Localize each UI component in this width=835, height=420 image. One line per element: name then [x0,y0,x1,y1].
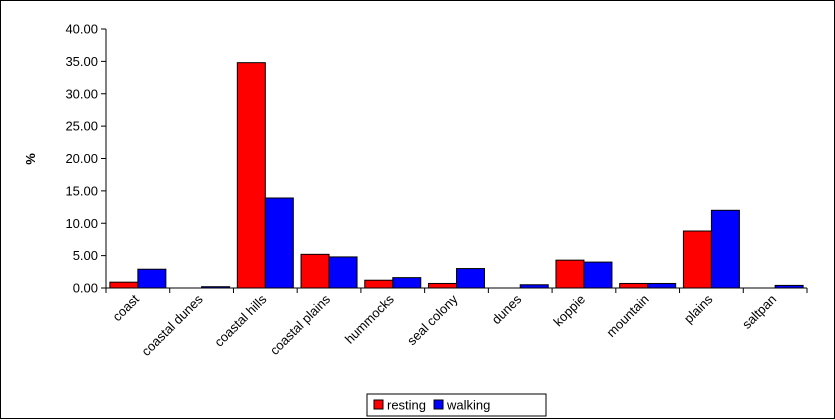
bar-resting [300,253,330,289]
y-tick-label: 25.00 [65,119,98,134]
x-tick-label: coastal hills [211,291,269,349]
y-tick-label: 30.00 [65,86,98,101]
x-tick-label: koppie [550,292,588,330]
legend-box [366,393,547,417]
bar-walking [392,277,422,289]
bar-resting [619,282,649,289]
y-tick-label: 5.00 [73,248,98,263]
x-tick-label: hummocks [342,291,397,346]
bar-walking [328,256,358,289]
y-tick-label: 40.00 [65,22,98,37]
bars [109,62,804,289]
y-tick-label: 20.00 [65,151,98,166]
legend-swatch-walking [433,399,444,410]
x-tick-label: mountain [603,292,651,340]
y-tick-label: 10.00 [65,216,98,231]
legend-label-walking: walking [446,398,490,413]
y-axis-ticks: 0.00 5.00 10.00 15.00 20.00 25.00 30.00 35.00 40… [65,22,106,296]
bar-resting [682,230,712,289]
bar-resting [109,281,139,289]
bar-resting [364,279,394,289]
bar-walking [456,268,485,289]
y-tick-label: 15.00 [65,183,98,198]
y-tick-label: 0.00 [73,281,98,296]
legend-swatch-resting [373,399,384,410]
y-tick-label: 35.00 [65,54,98,69]
legend-label-resting: resting [387,398,426,413]
bar-walking [583,261,613,289]
x-tick-label: dunes [489,291,525,327]
bar-resting [555,259,585,289]
legend: resting walking [366,393,547,417]
x-tick-label: coastal plains [267,291,334,358]
x-tick-label: plains [681,291,716,326]
y-axis-title: % [23,153,38,165]
x-tick-label: seal colony [404,291,461,348]
bar-walking [137,268,167,289]
bar-walking [647,282,677,289]
x-tick-label: coast [109,291,142,324]
bar-walking [710,209,740,289]
x-tick-label: coastal dunes [138,291,206,359]
bar-walking [264,197,294,289]
bar-resting [428,282,457,289]
bar-resting [236,62,266,289]
x-tick-label: saltpan [739,292,779,332]
